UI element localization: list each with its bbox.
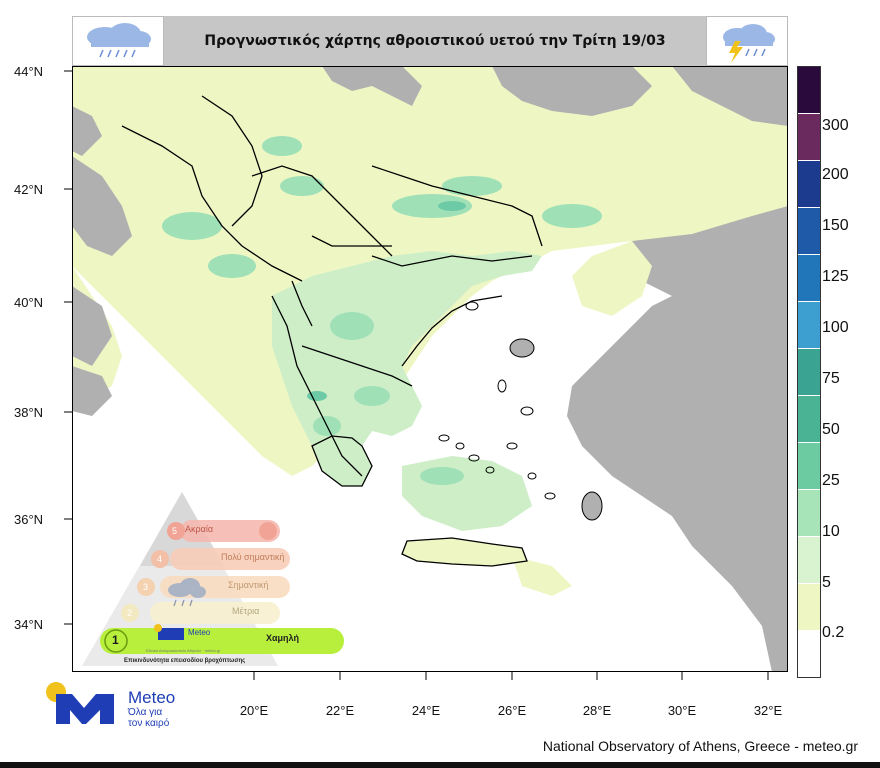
level-label-4: Πολύ σημαντική bbox=[221, 552, 285, 562]
meteo-logo-icon bbox=[46, 682, 114, 724]
legend-label: 300 bbox=[822, 117, 849, 134]
lon-label: 22°E bbox=[325, 703, 355, 718]
lon-ticks bbox=[253, 672, 769, 680]
lon-label: 32°E bbox=[753, 703, 783, 718]
level-label-2: Μέτρια bbox=[232, 606, 260, 616]
pyramid-brand-sub: Εθνικό Αστεροσκοπείο Αθηνών · meteo.gr bbox=[146, 648, 221, 653]
lat-ticks bbox=[64, 70, 72, 625]
legend-label: 10 bbox=[822, 523, 840, 540]
level-label-5: Ακραία bbox=[185, 524, 214, 534]
legend-label: 50 bbox=[822, 421, 840, 438]
legend-swatch bbox=[798, 67, 820, 113]
logo-slogan-line1: Όλα για bbox=[128, 707, 163, 718]
logo-slogan-line2: τον καιρό bbox=[128, 718, 170, 729]
pyramid-brand: Meteo bbox=[188, 628, 211, 637]
legend-label: 25 bbox=[822, 472, 840, 489]
rain-cloud-icon bbox=[87, 23, 151, 58]
level-num-1: 1 bbox=[112, 633, 119, 647]
lat-label: 44°N bbox=[14, 64, 44, 79]
precipitation-map bbox=[72, 66, 788, 672]
legend-swatch bbox=[798, 489, 820, 536]
gray-land-north bbox=[322, 66, 422, 106]
legend-swatch bbox=[798, 254, 820, 301]
header-title-bar: Προγνωστικός χάρτης αθροιστικού υετού τη… bbox=[164, 16, 706, 66]
level-num-5: 5 bbox=[172, 526, 178, 536]
level-label-3: Σημαντική bbox=[228, 580, 269, 590]
legend-label: 100 bbox=[822, 319, 849, 336]
level-num-4: 4 bbox=[157, 554, 163, 564]
pyramid-title: Επικινδυνότητα επεισοδίου βροχόπτωσης bbox=[124, 658, 246, 664]
lon-label: 30°E bbox=[667, 703, 697, 718]
lon-label: 24°E bbox=[411, 703, 441, 718]
bottom-bar bbox=[0, 762, 880, 768]
legend-swatch bbox=[798, 630, 820, 677]
level-num-3: 3 bbox=[143, 582, 149, 592]
legend-swatch bbox=[798, 301, 820, 348]
legend-swatch bbox=[798, 536, 820, 583]
lon-label: 28°E bbox=[582, 703, 612, 718]
legend-label: 75 bbox=[822, 370, 840, 387]
legend-swatch bbox=[798, 348, 820, 395]
header-left-icon-box bbox=[72, 16, 164, 66]
lat-label: 34°N bbox=[14, 617, 44, 632]
legend-swatch bbox=[798, 160, 820, 207]
legend-label: 0.2 bbox=[822, 624, 845, 641]
footer-credit: National Observatory of Athens, Greece -… bbox=[542, 738, 858, 754]
precipitation-legend bbox=[797, 66, 821, 678]
header-right-icon-box bbox=[706, 16, 788, 66]
thunderstorm-cloud-icon bbox=[723, 24, 775, 63]
logo-brand: Meteo bbox=[128, 688, 176, 707]
lat-label: 42°N bbox=[14, 182, 44, 197]
page-title: Προγνωστικός χάρτης αθροιστικού υετού τη… bbox=[204, 33, 666, 49]
legend-swatch bbox=[798, 442, 820, 489]
legend-label: 5 bbox=[822, 574, 831, 591]
legend-label: 150 bbox=[822, 217, 849, 234]
lat-label: 38°N bbox=[14, 405, 44, 420]
turkey-landmass bbox=[567, 206, 788, 672]
level-label-1: Χαμηλή bbox=[266, 633, 300, 643]
lon-label: 20°E bbox=[239, 703, 269, 718]
lat-label: 40°N bbox=[14, 295, 44, 310]
legend-swatch bbox=[798, 583, 820, 630]
lat-label: 36°N bbox=[14, 512, 44, 527]
legend-swatch bbox=[798, 113, 820, 160]
legend-label: 125 bbox=[822, 268, 849, 285]
warning-pyramid bbox=[82, 492, 344, 666]
legend-label: 200 bbox=[822, 166, 849, 183]
legend-swatch bbox=[798, 207, 820, 254]
logo-slogan: Όλα για τον καιρό bbox=[128, 707, 169, 729]
legend-swatch bbox=[798, 395, 820, 442]
level-num-2: 2 bbox=[127, 608, 133, 618]
lon-label: 26°E bbox=[497, 703, 527, 718]
